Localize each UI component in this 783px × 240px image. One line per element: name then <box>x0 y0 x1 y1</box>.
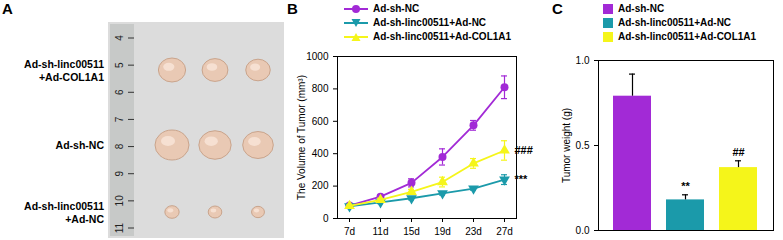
svg-text:0: 0 <box>323 213 329 224</box>
html-text:C: C <box>552 0 563 17</box>
svg-text:***: *** <box>515 173 529 185</box>
svg-text:10: 10 <box>114 195 125 207</box>
html-text:Ad-sh-NC: Ad-sh-NC <box>618 3 665 14</box>
svg-text:600: 600 <box>312 116 329 127</box>
svg-text:6: 6 <box>114 89 125 95</box>
html-text:Ad-sh-NC: Ad-sh-NC <box>373 3 420 14</box>
svg-text:23d: 23d <box>465 226 482 237</box>
html-text:Ad-sh-linc00511+Ad-COL1A1: Ad-sh-linc00511+Ad-COL1A1 <box>373 31 512 42</box>
svg-text:1000: 1000 <box>306 51 329 62</box>
svg-text:11d: 11d <box>373 226 389 237</box>
svg-text:Ad-sh-linc00511: Ad-sh-linc00511 <box>24 200 104 212</box>
svg-text:11: 11 <box>114 222 125 233</box>
svg-text:5: 5 <box>114 62 125 68</box>
svg-text:###: ### <box>515 144 533 156</box>
html-text:B: B <box>287 0 298 17</box>
svg-text:8: 8 <box>114 143 125 149</box>
svg-text:800: 800 <box>312 83 329 94</box>
svg-text:4: 4 <box>114 35 125 41</box>
svg-text:7d: 7d <box>344 226 355 237</box>
svg-text:Ad-sh-NC: Ad-sh-NC <box>56 139 105 151</box>
svg-text:0.5: 0.5 <box>576 140 590 151</box>
svg-text:9: 9 <box>114 170 125 176</box>
svg-text:##: ## <box>732 146 744 158</box>
svg-text:1.0: 1.0 <box>576 55 590 66</box>
svg-text:15d: 15d <box>403 226 420 237</box>
svg-text:+Ad-NC: +Ad-NC <box>65 213 104 225</box>
html-text:Ad-sh-linc00511+Ad-NC: Ad-sh-linc00511+Ad-NC <box>618 17 732 28</box>
svg-text:Ad-sh-linc00511: Ad-sh-linc00511 <box>24 58 104 70</box>
html-text:Ad-sh-linc00511+Ad-NC: Ad-sh-linc00511+Ad-NC <box>373 17 487 28</box>
svg-text:200: 200 <box>312 180 329 191</box>
html-text:A: A <box>2 0 13 17</box>
svg-text:+Ad-COL1A1: +Ad-COL1A1 <box>39 71 104 83</box>
svg-text:**: ** <box>681 180 690 192</box>
svg-text:The Volume of Tumor (mm³): The Volume of Tumor (mm³) <box>296 75 307 200</box>
svg-text:27d: 27d <box>496 226 513 237</box>
svg-text:7: 7 <box>114 116 125 122</box>
svg-text:19d: 19d <box>434 226 451 237</box>
svg-text:0.0: 0.0 <box>576 225 590 236</box>
html-text:Ad-sh-linc00511+Ad-COL1A1: Ad-sh-linc00511+Ad-COL1A1 <box>618 31 757 42</box>
svg-text:400: 400 <box>312 148 329 159</box>
svg-text:Tumor weight (g): Tumor weight (g) <box>561 108 572 183</box>
